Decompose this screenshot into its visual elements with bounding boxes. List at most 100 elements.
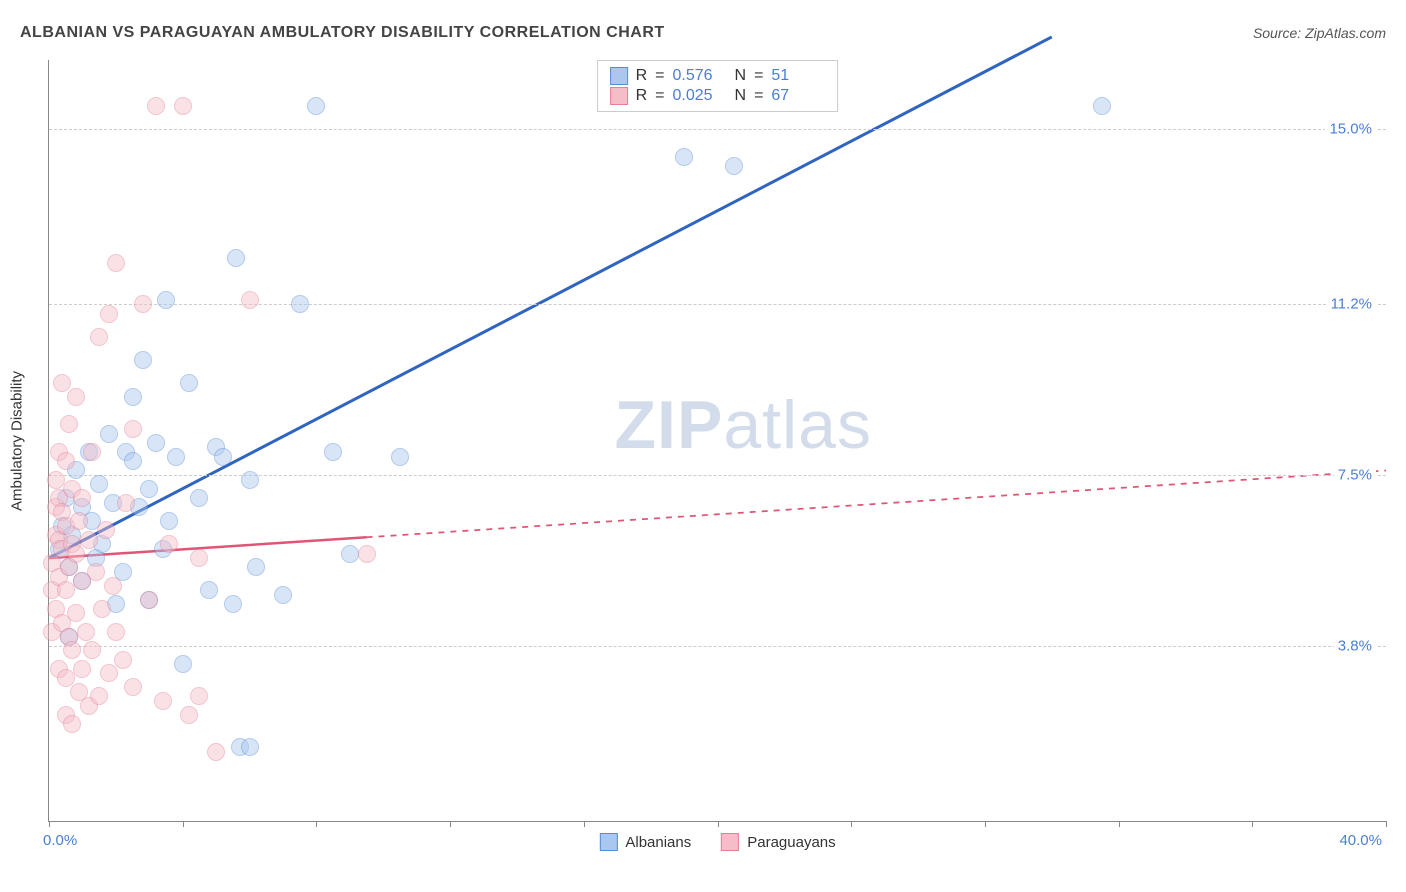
point-paraguayans xyxy=(73,660,91,678)
stats-N-label: N xyxy=(735,67,747,85)
point-paraguayans xyxy=(93,600,111,618)
point-paraguayans xyxy=(67,388,85,406)
point-paraguayans xyxy=(107,623,125,641)
stats-R-label: R xyxy=(636,67,648,85)
point-albanians xyxy=(291,295,309,313)
point-paraguayans xyxy=(154,692,172,710)
point-paraguayans xyxy=(190,687,208,705)
x-tick xyxy=(1386,821,1387,827)
point-paraguayans xyxy=(104,577,122,595)
point-albanians xyxy=(241,471,259,489)
x-tick xyxy=(584,821,585,827)
stats-eq: = xyxy=(754,67,763,85)
point-albanians xyxy=(247,558,265,576)
x-tick xyxy=(49,821,50,827)
point-paraguayans xyxy=(147,97,165,115)
point-albanians xyxy=(124,388,142,406)
point-paraguayans xyxy=(57,581,75,599)
point-albanians xyxy=(100,425,118,443)
point-paraguayans xyxy=(63,641,81,659)
x-min-label: 0.0% xyxy=(43,832,77,849)
point-paraguayans xyxy=(47,471,65,489)
point-paraguayans xyxy=(83,443,101,461)
x-max-label: 40.0% xyxy=(1339,832,1382,849)
watermark: ZIPatlas xyxy=(615,386,872,464)
point-paraguayans xyxy=(124,678,142,696)
point-albanians xyxy=(134,351,152,369)
point-albanians xyxy=(725,157,743,175)
stats-eq: = xyxy=(754,87,763,105)
legend-item-albanians: Albanians xyxy=(599,833,691,851)
legend-label-albanians: Albanians xyxy=(625,834,691,851)
legend-item-paraguayans: Paraguayans xyxy=(721,833,835,851)
y-tick-label: 11.2% xyxy=(1327,296,1376,313)
stats-eq: = xyxy=(655,67,664,85)
point-albanians xyxy=(227,249,245,267)
point-paraguayans xyxy=(134,295,152,313)
chart-title: ALBANIAN VS PARAGUAYAN AMBULATORY DISABI… xyxy=(20,24,665,42)
point-paraguayans xyxy=(140,591,158,609)
trendline-albanians xyxy=(49,37,1052,558)
point-paraguayans xyxy=(358,545,376,563)
legend-swatch-albanians xyxy=(599,833,617,851)
point-paraguayans xyxy=(73,489,91,507)
point-albanians xyxy=(124,452,142,470)
point-paraguayans xyxy=(67,604,85,622)
point-paraguayans xyxy=(180,706,198,724)
gridline xyxy=(49,646,1386,647)
point-albanians xyxy=(147,434,165,452)
point-albanians xyxy=(167,448,185,466)
legend-label-paraguayans: Paraguayans xyxy=(747,834,835,851)
point-albanians xyxy=(190,489,208,507)
point-albanians xyxy=(391,448,409,466)
point-albanians xyxy=(90,475,108,493)
point-paraguayans xyxy=(77,623,95,641)
point-paraguayans xyxy=(174,97,192,115)
point-albanians xyxy=(180,374,198,392)
point-albanians xyxy=(214,448,232,466)
point-paraguayans xyxy=(87,563,105,581)
x-tick xyxy=(1252,821,1253,827)
stats-N-value-paraguayans: 67 xyxy=(771,87,825,105)
point-albanians xyxy=(324,443,342,461)
source-label: Source: ZipAtlas.com xyxy=(1253,25,1386,41)
x-tick xyxy=(316,821,317,827)
point-paraguayans xyxy=(90,687,108,705)
y-tick-label: 15.0% xyxy=(1325,121,1376,138)
point-albanians xyxy=(1093,97,1111,115)
point-paraguayans xyxy=(60,415,78,433)
x-tick xyxy=(851,821,852,827)
stats-row-albanians: R=0.576N=51 xyxy=(610,67,826,85)
point-paraguayans xyxy=(114,651,132,669)
stats-R-value-paraguayans: 0.025 xyxy=(673,87,727,105)
x-tick xyxy=(183,821,184,827)
point-paraguayans xyxy=(207,743,225,761)
regression-lines-svg xyxy=(49,60,1386,821)
point-paraguayans xyxy=(90,328,108,346)
watermark-left: ZIP xyxy=(615,387,724,463)
stats-legend: R=0.576N=51R=0.025N=67 xyxy=(597,60,839,112)
stats-N-value-albanians: 51 xyxy=(771,67,825,85)
legend-swatch-paraguayans xyxy=(721,833,739,851)
gridline xyxy=(49,129,1386,130)
stats-N-label: N xyxy=(735,87,747,105)
x-tick xyxy=(985,821,986,827)
point-paraguayans xyxy=(67,545,85,563)
point-albanians xyxy=(675,148,693,166)
point-albanians xyxy=(274,586,292,604)
swatch-albanians xyxy=(610,67,628,85)
point-albanians xyxy=(224,595,242,613)
stats-row-paraguayans: R=0.025N=67 xyxy=(610,87,826,105)
swatch-paraguayans xyxy=(610,87,628,105)
trendline-dash-paraguayans xyxy=(367,470,1386,537)
point-paraguayans xyxy=(241,291,259,309)
point-albanians xyxy=(160,512,178,530)
point-albanians xyxy=(341,545,359,563)
plot-area: Ambulatory Disability ZIPatlas 3.8%7.5%1… xyxy=(48,60,1386,822)
point-paraguayans xyxy=(160,535,178,553)
point-paraguayans xyxy=(97,521,115,539)
point-paraguayans xyxy=(70,512,88,530)
point-albanians xyxy=(174,655,192,673)
y-axis-title: Ambulatory Disability xyxy=(9,370,26,510)
x-tick xyxy=(1119,821,1120,827)
